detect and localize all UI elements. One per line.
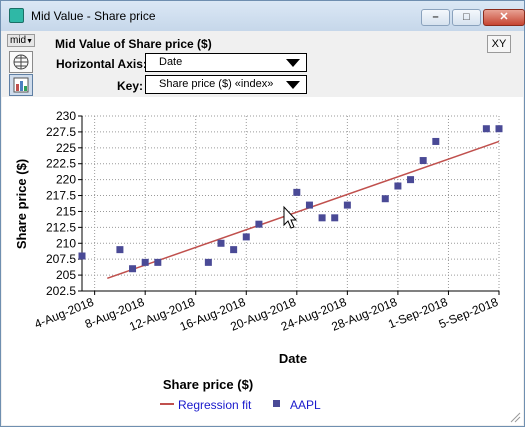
- y-tick-label: 225: [56, 141, 76, 155]
- data-point: [381, 195, 389, 203]
- data-point: [343, 201, 351, 209]
- close-icon: ✕: [499, 11, 509, 23]
- y-tick-label: 220: [56, 173, 76, 187]
- plot-area: 202.5 205 207.5 210 212.5 215 217.5 220 222.5 225…: [2, 97, 523, 425]
- legend-fit-label: Regression fit: [178, 398, 252, 412]
- points-group: [78, 125, 503, 273]
- data-point: [482, 125, 490, 133]
- legend-aapl-label: AAPL: [290, 398, 321, 412]
- y-tick-label: 227.5: [46, 125, 76, 139]
- data-point: [141, 258, 149, 266]
- horizontal-axis-select[interactable]: Date: [145, 53, 307, 72]
- table-view-icon: [13, 54, 29, 70]
- data-point: [419, 157, 427, 165]
- data-point: [217, 239, 225, 247]
- y-tick-label: 222.5: [46, 157, 76, 171]
- graph-view-button[interactable]: [9, 74, 33, 96]
- graph-view-icon: [13, 77, 29, 93]
- data-point: [318, 214, 326, 222]
- data-point: [394, 182, 402, 190]
- data-point: [116, 246, 124, 254]
- minimize-button[interactable]: –: [421, 9, 450, 26]
- data-point: [242, 233, 250, 241]
- x-ticks: 4-Aug-20188-Aug-201812-Aug-201816-Aug-20…: [32, 291, 500, 334]
- title-bar[interactable]: Mid Value - Share price – □ ✕: [1, 1, 525, 31]
- legend-aapl-swatch: [273, 400, 280, 407]
- regression-fit-line: [107, 140, 500, 279]
- mid-dropdown[interactable]: mid▼: [7, 34, 35, 47]
- window-title: Mid Value - Share price: [31, 9, 156, 23]
- dropdown-arrow-icon: [286, 81, 300, 89]
- y-tick-label: 207.5: [46, 252, 76, 266]
- data-point: [255, 220, 263, 228]
- data-point: [78, 252, 86, 260]
- mid-label: mid: [10, 35, 27, 46]
- data-point: [495, 125, 503, 133]
- y-tick-label: 205: [56, 268, 76, 282]
- data-point: [129, 265, 137, 273]
- xy-label: XY: [491, 38, 507, 50]
- minimize-icon: –: [432, 11, 439, 23]
- horizontal-axis-label: Horizontal Axis:: [56, 57, 147, 71]
- grid: [81, 115, 500, 292]
- close-button[interactable]: ✕: [483, 9, 525, 26]
- y-axis-label: Share price ($): [14, 159, 29, 249]
- y-tick-label: 215: [56, 204, 76, 218]
- fit-line-group: [107, 140, 500, 279]
- resize-grip-icon[interactable]: [510, 412, 521, 423]
- data-point: [204, 258, 212, 266]
- key-value: Share price ($) «index»: [159, 78, 274, 90]
- dropdown-arrow-icon: [286, 59, 300, 67]
- horizontal-axis-value: Date: [159, 56, 183, 68]
- toolbar: mid▼ Mid Value of Share price ($) XY Hor…: [1, 31, 524, 97]
- table-view-button[interactable]: [9, 51, 33, 73]
- y-tick-label: 212.5: [46, 220, 76, 234]
- maximize-icon: □: [463, 11, 470, 23]
- xy-button[interactable]: XY: [487, 35, 511, 53]
- chevron-down-icon: ▼: [26, 38, 34, 45]
- header-title: Mid Value of Share price ($): [55, 37, 212, 51]
- data-point: [331, 214, 339, 222]
- data-point: [407, 176, 415, 184]
- maximize-button[interactable]: □: [452, 9, 481, 26]
- y-tick-label: 202.5: [46, 284, 76, 298]
- y-tick-label: 230: [56, 109, 76, 123]
- key-label: Key:: [117, 79, 144, 93]
- x-axis-label: Date: [279, 351, 307, 366]
- key-select[interactable]: Share price ($) «index»: [145, 75, 307, 94]
- data-point: [154, 258, 162, 266]
- legend-title: Share price ($): [163, 377, 253, 392]
- y-tick-label: 210: [56, 236, 76, 250]
- data-point: [293, 188, 301, 196]
- data-point: [305, 201, 313, 209]
- app-icon: [9, 8, 24, 23]
- data-point: [432, 137, 440, 145]
- data-point: [230, 246, 238, 254]
- y-tick-label: 217.5: [46, 189, 76, 203]
- mouse-cursor-icon: [283, 205, 298, 229]
